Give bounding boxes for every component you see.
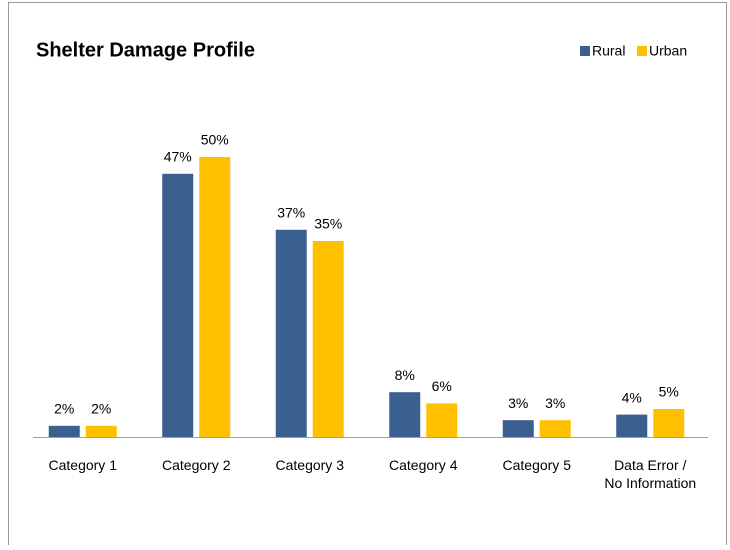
data-label: 3% xyxy=(508,395,528,411)
legend-swatch xyxy=(580,46,590,56)
data-label: 35% xyxy=(314,216,342,232)
data-label: 6% xyxy=(432,378,452,394)
x-tick-label: Category 3 xyxy=(275,457,344,473)
data-label: 2% xyxy=(54,401,74,417)
bar xyxy=(502,420,534,437)
bar xyxy=(199,157,231,437)
x-tick-label: Category 4 xyxy=(389,457,458,473)
data-label: 50% xyxy=(201,132,229,148)
x-tick-label: Data Error / No Information xyxy=(604,457,697,491)
bar xyxy=(162,173,194,438)
bar xyxy=(653,409,685,437)
chart-title: Shelter Damage Profile xyxy=(36,39,255,61)
x-tick-label: Category 5 xyxy=(502,457,571,473)
data-label: 8% xyxy=(395,367,415,383)
x-tick-label: Category 1 xyxy=(48,457,117,473)
bar xyxy=(539,420,571,437)
bar xyxy=(312,241,344,437)
data-label: 2% xyxy=(91,401,111,417)
legend-label: Urban xyxy=(649,43,687,59)
bar xyxy=(85,425,117,437)
bar xyxy=(48,425,80,437)
x-tick-label: Category 2 xyxy=(162,457,231,473)
bar xyxy=(426,403,458,437)
data-label: 47% xyxy=(164,149,192,165)
bar xyxy=(616,414,648,437)
legend-label: Rural xyxy=(592,43,625,59)
bar xyxy=(275,229,307,437)
bar xyxy=(389,392,421,437)
data-label: 5% xyxy=(659,384,679,400)
data-label: 3% xyxy=(545,395,565,411)
legend-swatch xyxy=(637,46,647,56)
data-label: 37% xyxy=(277,205,305,221)
data-label: 4% xyxy=(622,389,642,405)
